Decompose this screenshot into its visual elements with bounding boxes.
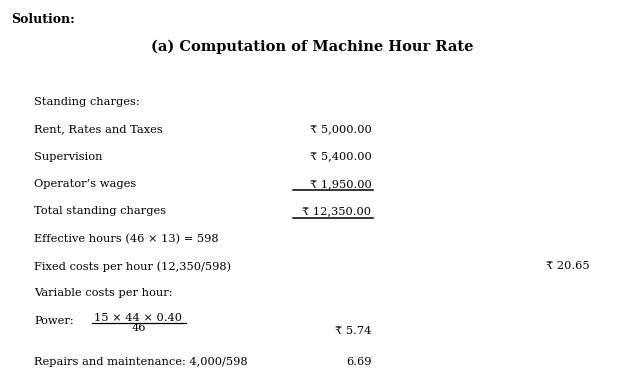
Text: Standing charges:: Standing charges: — [34, 97, 140, 107]
Text: ₹ 20.65: ₹ 20.65 — [546, 261, 590, 271]
Text: 46: 46 — [132, 323, 147, 333]
Text: Repairs and maintenance: 4,000/598: Repairs and maintenance: 4,000/598 — [34, 357, 248, 367]
Text: Effective hours (46 × 13) = 598: Effective hours (46 × 13) = 598 — [34, 234, 219, 244]
Text: Solution:: Solution: — [11, 13, 75, 26]
Text: ₹ 5,000.00: ₹ 5,000.00 — [310, 124, 371, 134]
Text: Total standing charges: Total standing charges — [34, 206, 167, 216]
Text: Variable costs per hour:: Variable costs per hour: — [34, 288, 173, 298]
Text: Rent, Rates and Taxes: Rent, Rates and Taxes — [34, 124, 163, 134]
Text: 6.69: 6.69 — [346, 357, 371, 367]
Text: ₹ 1,950.00: ₹ 1,950.00 — [310, 179, 371, 189]
Text: Power:: Power: — [34, 316, 74, 326]
Text: Supervision: Supervision — [34, 152, 103, 162]
Text: Operator’s wages: Operator’s wages — [34, 179, 137, 189]
Text: (a) Computation of Machine Hour Rate: (a) Computation of Machine Hour Rate — [151, 40, 473, 54]
Text: ₹ 5.74: ₹ 5.74 — [335, 326, 371, 336]
Text: Fixed costs per hour (12,350/598): Fixed costs per hour (12,350/598) — [34, 261, 232, 272]
Text: ₹ 5,400.00: ₹ 5,400.00 — [310, 152, 371, 162]
Text: 15 × 44 × 0.40: 15 × 44 × 0.40 — [94, 313, 182, 323]
Text: ₹ 12,350.00: ₹ 12,350.00 — [302, 206, 371, 216]
